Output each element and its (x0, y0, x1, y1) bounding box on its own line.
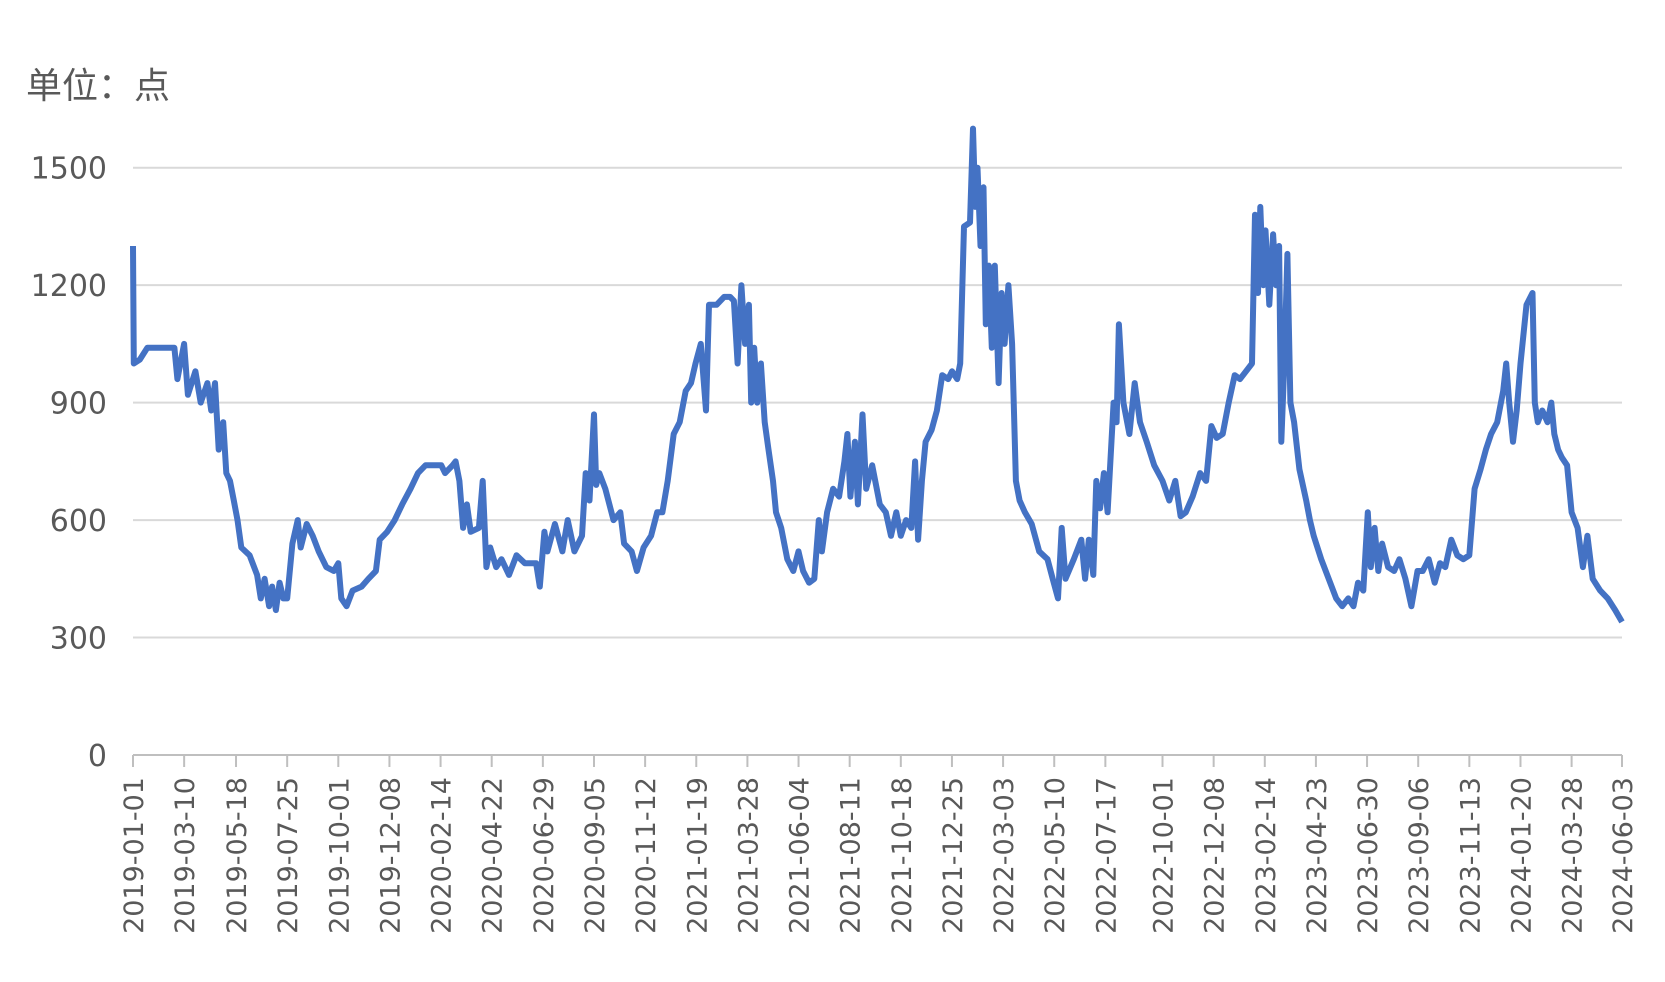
x-tick-label: 2019-05-18 (222, 777, 253, 934)
x-tick-label: 2021-12-25 (938, 777, 969, 934)
x-tick-label: 2020-02-14 (427, 777, 458, 934)
x-tick-label: 2019-10-01 (324, 777, 355, 934)
x-tick-label: 2023-11-13 (1455, 777, 1486, 934)
x-tick-label: 2022-07-17 (1091, 777, 1122, 934)
y-tick-label: 300 (50, 622, 107, 657)
x-tick-label: 2024-03-28 (1558, 777, 1589, 934)
y-tick-label: 1200 (31, 269, 107, 304)
x-tick-label: 2023-04-23 (1302, 777, 1333, 934)
y-tick-label: 0 (88, 739, 107, 774)
x-tick-label: 2019-07-25 (273, 777, 304, 934)
x-tick-label: 2019-12-08 (375, 777, 406, 934)
y-axis-label: 单位：点 (26, 66, 170, 107)
x-tick-label: 2023-09-06 (1404, 777, 1435, 934)
x-tick-label: 2022-12-08 (1200, 777, 1231, 934)
x-tick-label: 2020-04-22 (478, 777, 509, 934)
x-tick-label: 2019-01-01 (119, 777, 150, 934)
x-tick-label: 2021-01-19 (682, 777, 713, 934)
x-tick-label: 2021-06-04 (785, 777, 816, 934)
y-tick-label: 1500 (31, 152, 107, 187)
x-tick-label: 2021-03-28 (733, 777, 764, 934)
x-tick-label: 2022-05-10 (1040, 777, 1071, 934)
x-tick-label: 2023-06-30 (1353, 777, 1384, 934)
x-tick-label: 2020-09-05 (580, 777, 611, 934)
x-tick-label: 2024-06-03 (1608, 777, 1639, 934)
x-tick-label: 2021-08-11 (836, 777, 867, 934)
x-tick-label: 2020-06-29 (529, 777, 560, 934)
data-line (130, 125, 1625, 624)
y-tick-label: 900 (50, 387, 107, 422)
x-tick-label: 2023-02-14 (1251, 777, 1282, 934)
x-tick-label: 2022-03-03 (989, 777, 1020, 934)
x-tick-label: 2022-10-01 (1149, 777, 1180, 934)
x-tick-label: 2019-03-10 (170, 777, 201, 934)
y-tick-label: 600 (50, 504, 107, 539)
x-tick-label: 2021-10-18 (887, 777, 918, 934)
x-tick-label: 2020-11-12 (631, 777, 662, 934)
x-tick-label: 2024-01-20 (1506, 777, 1537, 934)
